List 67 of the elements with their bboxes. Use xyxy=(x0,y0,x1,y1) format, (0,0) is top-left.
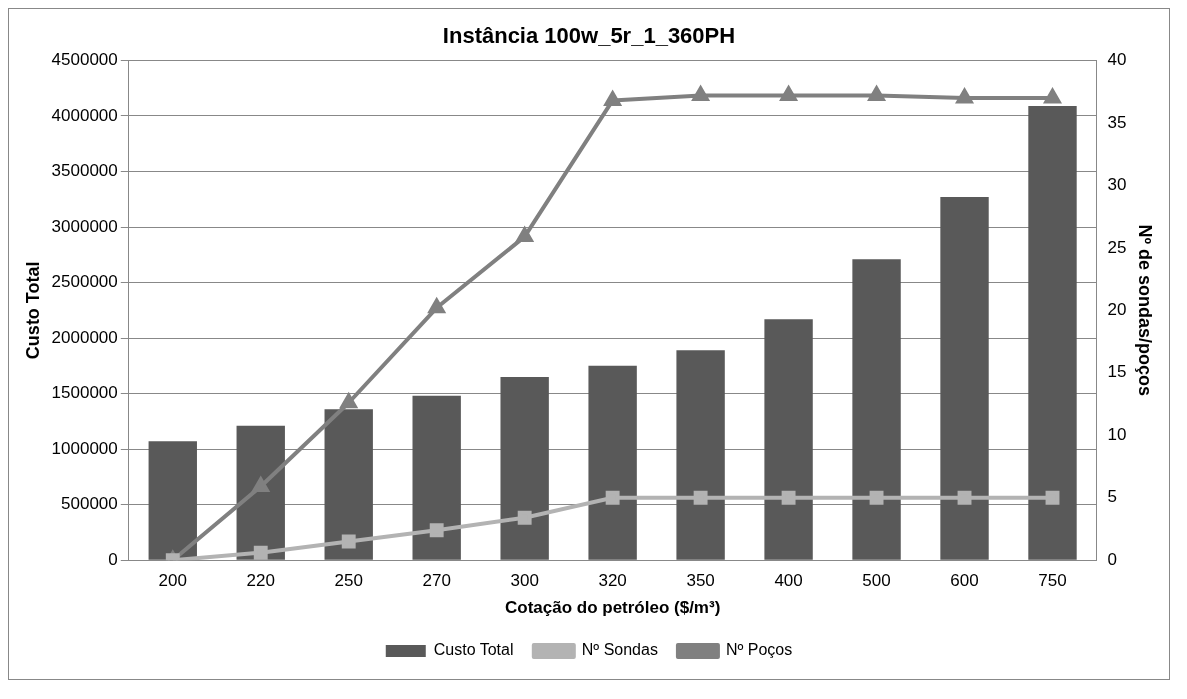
point xyxy=(429,523,444,538)
bar xyxy=(412,395,461,560)
legend-label: Nº Sondas xyxy=(581,641,658,659)
y-tick-label: 1000000 xyxy=(51,438,118,458)
point xyxy=(781,490,796,505)
y2-tick-label: 35 xyxy=(1107,112,1127,132)
bar xyxy=(764,319,813,560)
y2-tick-label: 25 xyxy=(1107,237,1127,257)
bar xyxy=(148,441,197,560)
x-tick-label: 400 xyxy=(774,571,803,591)
y-axis-title: Custo Total xyxy=(22,261,43,360)
bar xyxy=(676,350,725,560)
x-tick-label: 350 xyxy=(686,571,715,591)
x-tick-label: 300 xyxy=(510,571,539,591)
x-tick-label: 200 xyxy=(158,571,187,591)
y2-tick-label: 10 xyxy=(1107,424,1127,444)
legend-label: Custo Total xyxy=(433,641,514,659)
y2-axis-title: Nº de sondas/poços xyxy=(1135,224,1156,397)
point xyxy=(780,86,797,101)
legend-label: Nº Poços xyxy=(725,641,793,659)
y-tick-label: 4000000 xyxy=(51,105,118,125)
point xyxy=(693,490,708,505)
bar xyxy=(588,365,637,560)
point xyxy=(517,510,532,525)
point xyxy=(957,490,972,505)
x-tick-label: 220 xyxy=(246,571,275,591)
bar xyxy=(324,409,373,560)
point xyxy=(604,91,621,106)
point xyxy=(515,225,534,243)
y2-tick-label: 15 xyxy=(1107,362,1127,382)
y-tick-label: 2500000 xyxy=(51,272,118,292)
point xyxy=(869,490,884,505)
bar xyxy=(1028,105,1077,560)
point xyxy=(253,545,268,560)
point xyxy=(868,86,885,101)
y2-tick-label: 5 xyxy=(1107,487,1117,507)
y2-tick-label: 30 xyxy=(1107,175,1127,195)
y2-tick-label: 40 xyxy=(1107,50,1127,70)
point xyxy=(341,534,356,549)
bar xyxy=(940,197,989,560)
y2-tick-label: 20 xyxy=(1107,299,1127,319)
point xyxy=(252,477,269,492)
x-tick-label: 270 xyxy=(422,571,451,591)
y-tick-label: 3500000 xyxy=(51,161,118,181)
y-tick-label: 1500000 xyxy=(51,383,118,403)
y-tick-label: 3000000 xyxy=(51,216,118,236)
point xyxy=(605,490,620,505)
point xyxy=(1045,490,1060,505)
y-tick-label: 500000 xyxy=(61,494,118,514)
bar xyxy=(500,376,549,560)
y-tick-label: 0 xyxy=(108,549,118,569)
y-tick-label: 2000000 xyxy=(51,327,118,347)
point xyxy=(340,393,357,409)
x-tick-label: 600 xyxy=(950,571,979,591)
x-tick-label: 320 xyxy=(598,571,627,591)
x-tick-label: 500 xyxy=(862,571,891,591)
point xyxy=(956,88,973,104)
x-tick-label: 750 xyxy=(1038,571,1067,591)
y2-tick-label: 0 xyxy=(1107,549,1117,569)
point xyxy=(428,298,445,314)
x-axis-title: Cotação do petróleo ($/m³) xyxy=(504,598,721,618)
x-tick-label: 250 xyxy=(334,571,363,591)
y-tick-label: 4500000 xyxy=(51,50,118,70)
point xyxy=(1044,88,1061,104)
chart-title: Instância 100w_5r_1_360PH xyxy=(442,23,736,49)
bar xyxy=(852,259,901,560)
point xyxy=(692,86,709,101)
